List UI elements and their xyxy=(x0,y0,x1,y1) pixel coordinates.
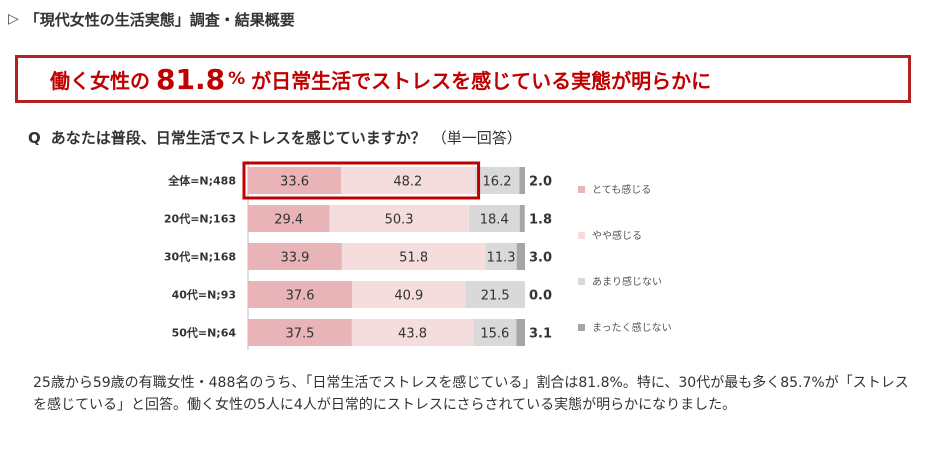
headline-unit: % xyxy=(228,69,246,89)
question-label: Q xyxy=(28,129,41,147)
legend-label: やや感じる xyxy=(592,229,642,242)
bar-segment xyxy=(516,243,525,270)
legend-swatch xyxy=(578,186,585,193)
data-label: 33.6 xyxy=(280,175,309,190)
question-text: あなたは普段、日常生活でストレスを感じていますか？ xyxy=(50,129,426,147)
data-label: 37.6 xyxy=(286,289,315,304)
bar-segment xyxy=(248,205,330,232)
legend-swatch xyxy=(578,278,585,285)
data-label: 11.3 xyxy=(487,251,516,266)
category-label: 全体=N;488 xyxy=(167,174,236,188)
bar-segment xyxy=(341,243,486,270)
highlight-box xyxy=(242,161,481,200)
bar-segment xyxy=(248,167,342,194)
data-label: 21.5 xyxy=(481,289,510,304)
bar-segment xyxy=(341,167,475,194)
stacked-bar-chart: 全体=N;488 33.6 48.2 16.2 2.0 20代=N;163 29.4 50.3… xyxy=(164,161,672,350)
data-label: 16.2 xyxy=(483,175,512,190)
bar-segment xyxy=(485,243,517,270)
category-label: 50代=N;64 xyxy=(172,326,237,340)
question-note: （単一回答） xyxy=(431,129,522,147)
section-title: 「現代女性の生活実態」調査・結果概要 xyxy=(24,10,295,29)
section-header: ▷ 「現代女性の生活実態」調査・結果概要 xyxy=(8,4,295,34)
headline-suffix: が日常生活でストレスを感じている実態が明らかに xyxy=(251,68,712,93)
data-label: 33.9 xyxy=(280,251,309,266)
bar-segment xyxy=(474,167,520,194)
data-label: 0.0 xyxy=(529,289,552,304)
legend-swatch xyxy=(578,232,585,239)
summary-text: 25歳から59歳の有職女性・488名のうち、「日常生活でストレスを感じている」割… xyxy=(33,375,909,413)
data-label: 15.6 xyxy=(480,327,509,342)
bar-segment xyxy=(519,205,525,232)
bar-segment xyxy=(248,243,342,270)
legend-label: あまり感じない xyxy=(592,275,662,288)
headline-prefix: 働く女性の xyxy=(50,68,150,93)
bar-segment xyxy=(465,281,525,308)
data-label: 40.9 xyxy=(394,289,423,304)
data-label: 2.0 xyxy=(529,175,552,190)
data-label: 48.2 xyxy=(393,175,422,190)
bar-segment xyxy=(519,167,525,194)
data-label: 50.3 xyxy=(385,213,414,228)
legend-swatch xyxy=(578,324,585,331)
data-label: 3.0 xyxy=(529,251,552,266)
legend-label: とても感じる xyxy=(592,183,651,196)
data-label: 3.1 xyxy=(529,327,552,342)
bar-segment xyxy=(473,319,517,346)
data-label: 51.8 xyxy=(399,251,428,266)
data-label: 43.8 xyxy=(398,327,427,342)
category-label: 40代=N;93 xyxy=(172,288,236,302)
triangle-icon: ▷ xyxy=(8,11,19,27)
data-label: 29.4 xyxy=(274,213,303,228)
data-label: 18.4 xyxy=(480,213,509,228)
bar-segment xyxy=(516,319,525,346)
legend-label: まったく感じない xyxy=(592,321,672,334)
bar-segment xyxy=(468,205,520,232)
data-label: 37.5 xyxy=(285,327,314,342)
category-label: 20代=N;163 xyxy=(164,212,236,226)
headline-number: 81.8 xyxy=(156,62,226,96)
bar-segment xyxy=(351,319,474,346)
bar-segment xyxy=(248,319,352,346)
bar-segment xyxy=(248,281,353,308)
question: Q あなたは普段、日常生活でストレスを感じていますか？ （単一回答） xyxy=(28,127,522,149)
data-label: 1.8 xyxy=(529,213,552,228)
category-label: 30代=N;168 xyxy=(164,250,236,264)
bar-segment xyxy=(329,205,469,232)
headline-banner: 働く女性の 81.8 % が日常生活でストレスを感じている実態が明らかに xyxy=(15,55,911,103)
bar-segment xyxy=(352,281,466,308)
